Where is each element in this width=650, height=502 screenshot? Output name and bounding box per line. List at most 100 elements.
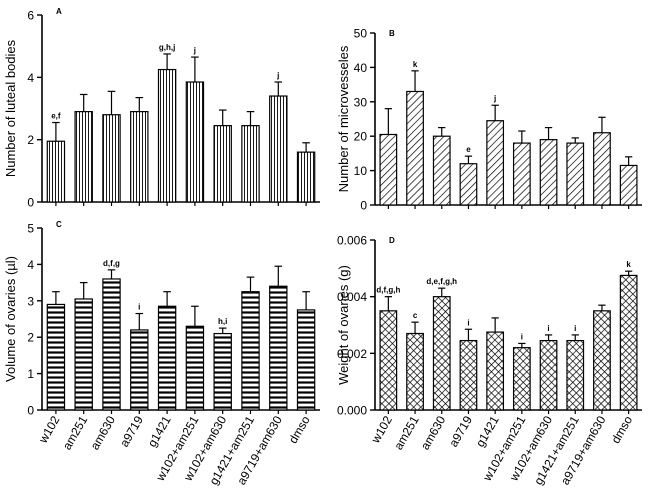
x-tick-label: a9719: [446, 413, 475, 449]
bar: [185, 81, 205, 203]
y-tick-label: 2: [27, 133, 34, 147]
bar: [185, 325, 205, 411]
y-tick-label: 0.000: [337, 404, 367, 418]
panel-letter: B: [389, 29, 395, 38]
bar: [566, 142, 585, 206]
x-tick-label: w102: [368, 413, 395, 446]
x-tick-label: a9719: [117, 413, 146, 449]
bar: [619, 164, 638, 206]
x-tick-label: am630: [88, 413, 119, 452]
bar: [102, 278, 121, 411]
significance-label: e,f: [51, 112, 61, 121]
bar: [269, 285, 288, 411]
bar: [296, 309, 316, 411]
bar: [74, 111, 93, 203]
significance-label: j: [193, 46, 196, 55]
bar: [379, 310, 398, 411]
significance-label: j: [276, 71, 279, 80]
significance-label: d,f,g,h: [376, 286, 400, 295]
y-tick-label: 0: [360, 199, 367, 213]
y-axis-label: Volume of ovaries (µl): [3, 256, 18, 382]
y-tick-label: 2: [27, 331, 34, 345]
bar: [241, 291, 260, 411]
panel-letter: C: [56, 220, 62, 229]
bar: [459, 163, 478, 206]
x-tick-label: dmso: [608, 413, 635, 446]
y-axis-label: Number of luteal bodies: [3, 39, 18, 177]
y-axis-label: Weight of ovaries (g): [336, 265, 351, 385]
y-tick-label: 0.006: [337, 234, 367, 248]
x-tick-label: am251: [60, 413, 91, 452]
bar: [130, 111, 149, 203]
y-tick-label: 6: [27, 9, 34, 23]
y-tick-label: 0: [27, 404, 34, 418]
x-tick-label: dmso: [286, 413, 313, 446]
bar: [213, 125, 232, 203]
y-tick-label: 5: [27, 222, 34, 236]
bar: [432, 296, 451, 411]
bar: [593, 132, 611, 206]
significance-label: i: [547, 324, 549, 333]
y-tick-label: 4: [27, 258, 34, 272]
bar: [486, 331, 505, 411]
bar: [269, 95, 288, 203]
panel-d-ovary-weight: 0.000 0.002 0.004 0.006 Weight of ovaries (g…: [336, 234, 642, 487]
x-tick-label: am251: [391, 413, 422, 452]
y-tick-label: 20: [354, 130, 368, 144]
bar: [130, 329, 149, 411]
significance-label: i: [138, 303, 140, 312]
x-tick-label: g1421: [145, 413, 174, 449]
significance-label: c: [413, 311, 418, 320]
significance-label: d,e,f,g,h: [426, 277, 457, 286]
y-tick-label: 40: [354, 61, 368, 75]
bar: [539, 139, 558, 206]
bar: [566, 339, 585, 411]
bar: [74, 298, 93, 411]
significance-label: k: [626, 260, 631, 269]
bar: [213, 332, 232, 411]
bar: [539, 339, 558, 411]
bar: [406, 332, 424, 411]
bar: [46, 140, 66, 203]
bar: [459, 339, 478, 411]
y-tick-label: 0: [27, 196, 34, 210]
significance-label: j: [493, 94, 496, 103]
y-tick-label: 50: [354, 27, 368, 41]
x-tick-label: w102: [36, 413, 63, 446]
significance-label: i: [574, 324, 576, 333]
y-tick-label: 1: [27, 367, 34, 381]
bar: [157, 305, 177, 411]
bar: [593, 310, 611, 411]
significance-label: g,h,j: [159, 43, 175, 52]
y-tick-label: 4: [27, 71, 34, 85]
bar: [379, 133, 398, 206]
bar: [46, 303, 66, 411]
bar: [102, 114, 121, 203]
significance-label: i: [521, 332, 523, 341]
bar: [432, 135, 451, 206]
significance-label: e: [466, 145, 471, 154]
bar: [406, 90, 424, 206]
x-tick-label: am630: [418, 413, 449, 452]
x-tick-label: g1421: [473, 413, 502, 449]
y-tick-label: 0.002: [337, 347, 367, 361]
significance-label: k: [413, 60, 418, 69]
panel-letter: A: [56, 7, 62, 16]
bar: [241, 125, 260, 203]
y-tick-label: 10: [354, 164, 368, 178]
y-tick-label: 30: [354, 95, 368, 109]
significance-label: h,i: [218, 317, 227, 326]
bar: [296, 151, 316, 203]
panel-a-luteal-bodies: 0 2 4 6 Number of luteal bodies Ae,f g,h,j j j: [3, 7, 320, 210]
y-axis-label: Number of microvesseles: [336, 45, 351, 192]
bar: [512, 142, 531, 206]
significance-label: i: [467, 318, 469, 327]
y-tick-label: 0.004: [337, 290, 367, 304]
bar: [157, 68, 177, 203]
bar: [512, 347, 531, 411]
significance-label: d,f,g: [103, 259, 120, 268]
panel-letter: D: [389, 236, 395, 245]
